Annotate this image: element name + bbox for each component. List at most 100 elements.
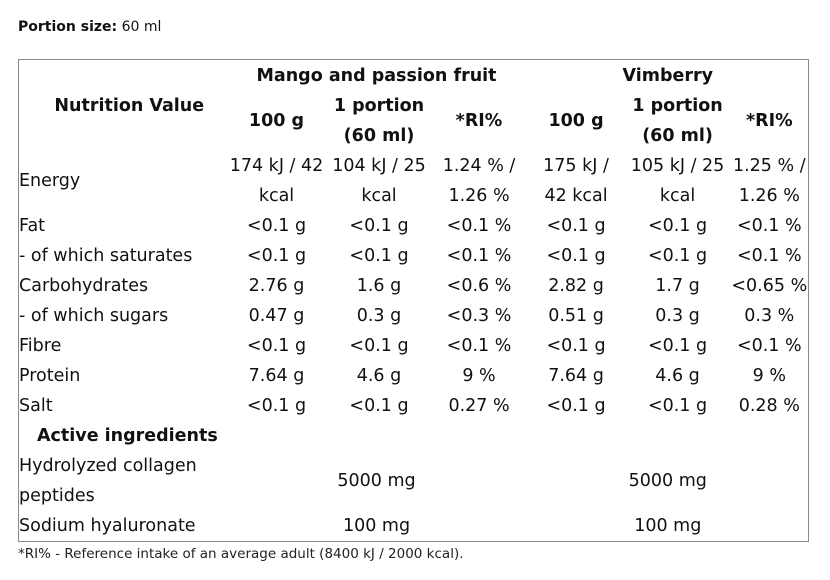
nutrition-value-header: Nutrition Value xyxy=(54,96,205,116)
cell-value: 9 % xyxy=(752,366,786,386)
cell-value: 5000 mg xyxy=(628,471,707,491)
row-label: Energy xyxy=(19,171,81,191)
table-row: Fat <0.1 g <0.1 g <0.1 % <0.1 g <0.1 g <… xyxy=(19,211,809,241)
cell-value: <0.1 % xyxy=(736,216,802,236)
cell-value: 0.28 % xyxy=(738,396,800,416)
portion-size-label: Portion size: xyxy=(18,19,118,35)
cell-value: <0.1 % xyxy=(736,336,802,356)
row-label: Hydrolyzed collagen xyxy=(19,456,197,476)
cell-value: <0.1 g xyxy=(546,396,606,416)
nutrition-table: Nutrition Value Mango and passion fruit … xyxy=(18,59,810,542)
cell-value: 5000 mg xyxy=(337,471,416,491)
table-row: peptides xyxy=(19,481,809,511)
cell-value: <0.1 g xyxy=(546,216,606,236)
cell-value: <0.1 g xyxy=(647,216,708,236)
cell-value: <0.1 % xyxy=(446,216,512,236)
row-label: Protein xyxy=(19,366,81,386)
cell-value: 1.24 % / xyxy=(442,156,516,176)
cell-value: 104 kJ / 25 xyxy=(332,156,426,176)
cell-value: 4.6 g xyxy=(356,366,402,386)
cell-value: <0.1 g xyxy=(647,336,708,356)
cell-value: 174 kJ / 42 xyxy=(229,156,324,176)
cell-value: 7.64 g xyxy=(548,366,604,386)
col-100g-header-vimberry: 100 g xyxy=(548,111,604,131)
cell-value: kcal xyxy=(258,186,295,206)
cell-value: <0.1 g xyxy=(246,396,307,416)
cell-value: <0.3 % xyxy=(446,306,512,326)
table-row: kcal kcal 1.26 % 42 kcal kcal 1.26 % xyxy=(19,181,809,211)
footnote: *RI% - Reference intake of an average ad… xyxy=(18,546,464,562)
cell-value: 7.64 g xyxy=(248,366,305,386)
cell-value: 0.3 % xyxy=(744,306,795,326)
cell-value: <0.1 g xyxy=(349,396,409,416)
empty-cell xyxy=(226,421,809,451)
cell-value: kcal xyxy=(659,186,696,206)
col-ri-header-mango: *RI% xyxy=(455,111,503,131)
cell-value: 4.6 g xyxy=(655,366,700,386)
cell-value: <0.1 % xyxy=(736,246,802,266)
row-label: - of which sugars xyxy=(19,306,169,326)
cell-value: 2.82 g xyxy=(548,276,604,296)
cell-value: <0.1 % xyxy=(446,246,512,266)
row-label: Carbohydrates xyxy=(19,276,149,296)
table-row: Salt <0.1 g <0.1 g 0.27 % <0.1 g <0.1 g … xyxy=(19,391,809,421)
header-row-columns-1: 100 g 1 portion *RI% 100 g 1 portion *RI… xyxy=(19,91,809,131)
cell-value: 0.47 g xyxy=(248,306,305,326)
cell-value: <0.1 g xyxy=(647,396,708,416)
cell-value: 175 kJ / xyxy=(543,156,609,176)
cell-value: 1.25 % / xyxy=(732,156,806,176)
section-row: Active ingredients xyxy=(19,421,809,451)
cell-value: <0.1 g xyxy=(349,336,409,356)
cell-value: 2.76 g xyxy=(248,276,305,296)
col-portion-header-vimberry: 1 portion xyxy=(632,96,723,116)
row-label: Fat xyxy=(19,216,46,236)
header-row-columns-2: (60 ml) (60 ml) xyxy=(19,121,809,151)
row-label: Salt xyxy=(19,396,53,416)
row-label: peptides xyxy=(19,486,95,506)
product-header-vimberry: Vimberry xyxy=(622,66,714,86)
col-ri-header-vimberry: *RI% xyxy=(745,111,793,131)
table-row: Hydrolyzed collagen 5000 mg 5000 mg xyxy=(19,451,809,491)
cell-value: 105 kJ / 25 xyxy=(630,156,725,176)
cell-value: <0.6 % xyxy=(446,276,512,296)
cell-value: <0.1 g xyxy=(349,246,409,266)
cell-value: <0.1 g xyxy=(246,246,307,266)
row-label: Fibre xyxy=(19,336,62,356)
cell-value: <0.1 % xyxy=(446,336,512,356)
table-row: Sodium hyaluronate 100 mg 100 mg xyxy=(19,511,809,542)
row-label: - of which saturates xyxy=(19,246,193,266)
active-ingredients-heading: Active ingredients xyxy=(37,426,218,446)
cell-value: 100 mg xyxy=(342,516,411,536)
cell-value: kcal xyxy=(361,186,397,206)
cell-value: <0.1 g xyxy=(349,216,409,236)
table-row: Protein 7.64 g 4.6 g 9 % 7.64 g 4.6 g 9 … xyxy=(19,361,809,391)
cell-value: <0.1 g xyxy=(246,336,307,356)
cell-value: 0.3 g xyxy=(655,306,700,326)
col-portion-header-mango: 1 portion xyxy=(333,96,425,116)
cell-value: 1.6 g xyxy=(356,276,402,296)
col-portion-size-mango: (60 ml) xyxy=(343,126,415,146)
cell-value: 9 % xyxy=(462,366,496,386)
portion-size: Portion size: 60 ml xyxy=(18,16,161,38)
header-row-products: Nutrition Value Mango and passion fruit … xyxy=(19,60,809,116)
col-100g-header-mango: 100 g xyxy=(248,111,305,131)
table-row: Energy 174 kJ / 42 104 kJ / 25 1.24 % / … xyxy=(19,151,809,191)
cell-value: 0.27 % xyxy=(448,396,510,416)
cell-value: <0.1 g xyxy=(546,336,606,356)
product-header-mango: Mango and passion fruit xyxy=(256,66,497,86)
cell-value: 1.26 % xyxy=(738,186,800,206)
cell-value: 1.7 g xyxy=(655,276,700,296)
cell-value: <0.65 % xyxy=(731,276,808,296)
col-portion-size-vimberry: (60 ml) xyxy=(642,126,713,146)
cell-value: 42 kcal xyxy=(544,186,608,206)
cell-value: 0.51 g xyxy=(548,306,604,326)
table-row: Carbohydrates 2.76 g 1.6 g <0.6 % 2.82 g… xyxy=(19,271,809,301)
table-row: - of which saturates <0.1 g <0.1 g <0.1 … xyxy=(19,241,809,271)
cell-value: 1.26 % xyxy=(448,186,510,206)
portion-size-value: 60 ml xyxy=(121,19,162,35)
cell-value: <0.1 g xyxy=(546,246,606,266)
table-row: - of which sugars 0.47 g 0.3 g <0.3 % 0.… xyxy=(19,301,809,331)
table-row: Fibre <0.1 g <0.1 g <0.1 % <0.1 g <0.1 g… xyxy=(19,331,809,361)
row-label: Sodium hyaluronate xyxy=(19,516,196,536)
cell-value: <0.1 g xyxy=(246,216,307,236)
